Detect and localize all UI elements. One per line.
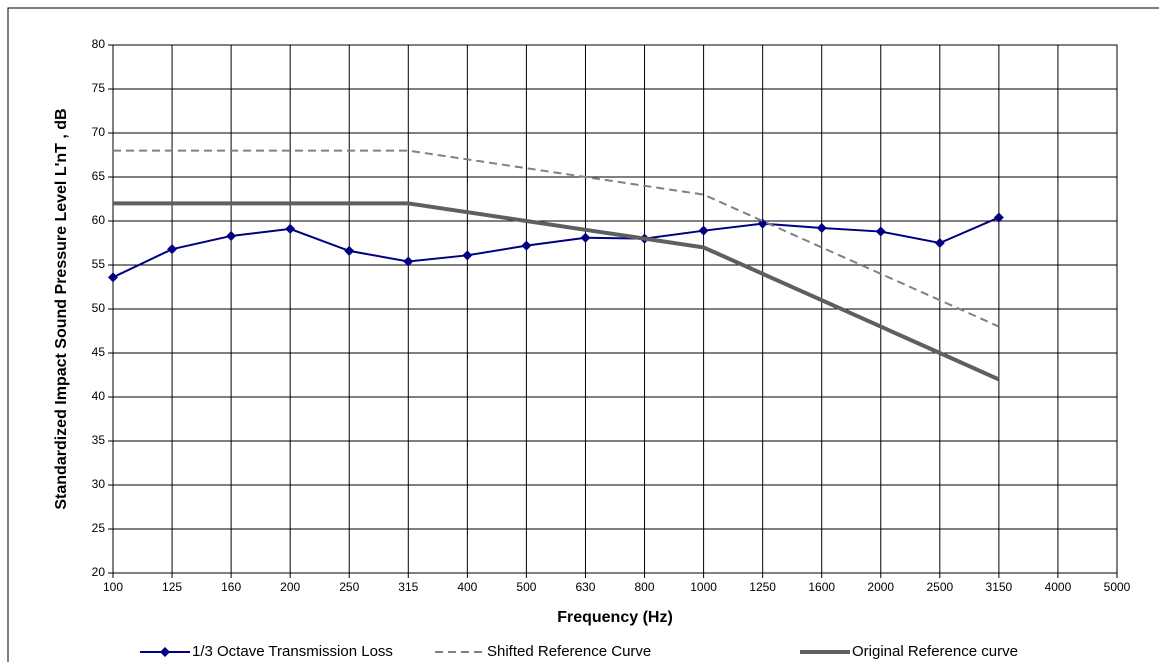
data-point [167,244,178,255]
data-point [993,212,1004,223]
x-tick-label: 1000 [690,580,717,594]
x-tick-label: 100 [103,580,123,594]
y-tick-label: 30 [92,477,106,491]
data-point [521,240,532,251]
x-tick-label: 315 [398,580,418,594]
x-tick-label: 4000 [1045,580,1072,594]
x-tick-label: 630 [575,580,595,594]
y-tick-label: 40 [92,389,106,403]
y-tick-label: 55 [92,257,106,271]
x-tick-label: 2000 [867,580,894,594]
series-line [113,149,1000,328]
data-point [285,223,296,234]
x-axis-title: Frequency (Hz) [557,609,673,626]
x-tick-label: 400 [457,580,477,594]
x-tick-label: 5000 [1104,580,1131,594]
x-tick-label: 1250 [749,580,776,594]
data-point [816,223,827,234]
x-tick-label: 250 [339,580,359,594]
data-point [580,232,591,243]
legend-label: Original Reference curve [852,643,1018,660]
data-point [344,245,355,256]
y-tick-label: 20 [92,565,106,579]
x-tick-label: 3150 [986,580,1013,594]
data-point [934,238,945,248]
series-line [112,216,1000,279]
data-point [757,218,768,229]
y-tick-label: 50 [92,301,106,315]
y-axis-title: Standardized Impact Sound Pressure Level… [53,108,70,509]
legend-marker [160,647,170,657]
data-point [698,225,709,236]
x-tick-label: 800 [635,580,655,594]
series-line [113,201,1000,382]
y-tick-label: 75 [92,81,106,95]
x-tick-label: 500 [516,580,536,594]
y-tick-label: 25 [92,521,106,535]
chart-frame [7,7,1159,662]
y-tick-label: 35 [92,433,106,447]
data-point [226,230,237,241]
data-point [108,272,118,283]
x-tick-label: 2500 [926,580,953,594]
x-tick-label: 1600 [808,580,835,594]
y-tick-label: 60 [92,213,106,227]
legend-label: 1/3 Octave Transmission Loss [192,643,393,660]
data-point [462,250,473,261]
x-tick-label: 200 [280,580,300,594]
y-tick-label: 45 [92,345,106,359]
y-tick-label: 70 [92,125,106,139]
x-tick-label: 160 [221,580,241,594]
data-point [875,226,886,237]
data-point [403,256,414,267]
x-tick-label: 125 [162,580,182,594]
y-tick-label: 65 [92,169,106,183]
y-tick-label: 80 [92,37,106,51]
legend-label: Shifted Reference Curve [487,643,651,660]
